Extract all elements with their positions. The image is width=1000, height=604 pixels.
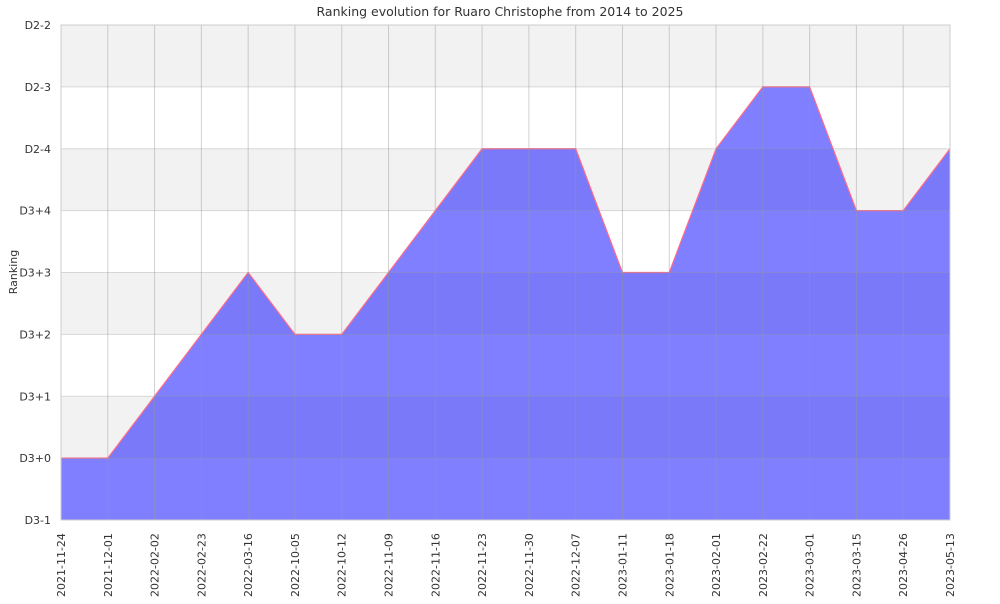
x-tick-label: 2022-11-30 (523, 533, 536, 597)
y-tick-label: D3+3 (19, 267, 51, 280)
x-tick-label: 2023-03-15 (850, 533, 863, 597)
x-tick-label: 2022-02-02 (149, 533, 162, 597)
x-tick-label: 2022-10-12 (336, 533, 349, 597)
x-tick-label: 2023-01-18 (663, 533, 676, 597)
x-tick-label: 2022-11-23 (476, 533, 489, 597)
y-tick-label: D3+0 (19, 452, 51, 465)
x-tick-label: 2021-11-24 (55, 533, 68, 597)
x-tick-label: 2022-10-05 (289, 533, 302, 597)
y-tick-label: D2-2 (25, 19, 51, 32)
y-tick-label: D3+2 (19, 328, 51, 341)
x-tick-label: 2022-12-07 (570, 533, 583, 597)
y-tick-label: D3-1 (25, 514, 51, 527)
ranking-area (61, 86, 950, 520)
y-tick-label: D3+4 (19, 205, 51, 218)
ranking-line (61, 86, 951, 459)
y-tick-label: D3+1 (19, 390, 51, 403)
x-tick-label: 2023-04-26 (897, 533, 910, 597)
x-tick-label: 2021-12-01 (102, 533, 115, 597)
x-tick-label: 2023-02-22 (757, 533, 770, 597)
x-tick-label: 2022-11-09 (383, 533, 396, 597)
chart-title: Ranking evolution for Ruaro Christophe f… (317, 4, 684, 19)
x-tick-label: 2022-11-16 (429, 533, 442, 597)
x-tick-label: 2022-02-23 (195, 533, 208, 597)
x-tick-label: 2023-01-11 (616, 533, 629, 597)
x-tick-label: 2022-03-16 (242, 533, 255, 597)
y-axis-label: Ranking (7, 250, 20, 295)
plot-border (60, 24, 951, 521)
background-band (61, 25, 950, 87)
x-tick-label: 2023-05-13 (944, 533, 957, 597)
y-tick-label: D2-4 (25, 143, 51, 156)
y-tick-label: D2-3 (25, 81, 51, 94)
x-tick-label: 2023-02-01 (710, 533, 723, 597)
x-tick-label: 2023-03-01 (804, 533, 817, 597)
